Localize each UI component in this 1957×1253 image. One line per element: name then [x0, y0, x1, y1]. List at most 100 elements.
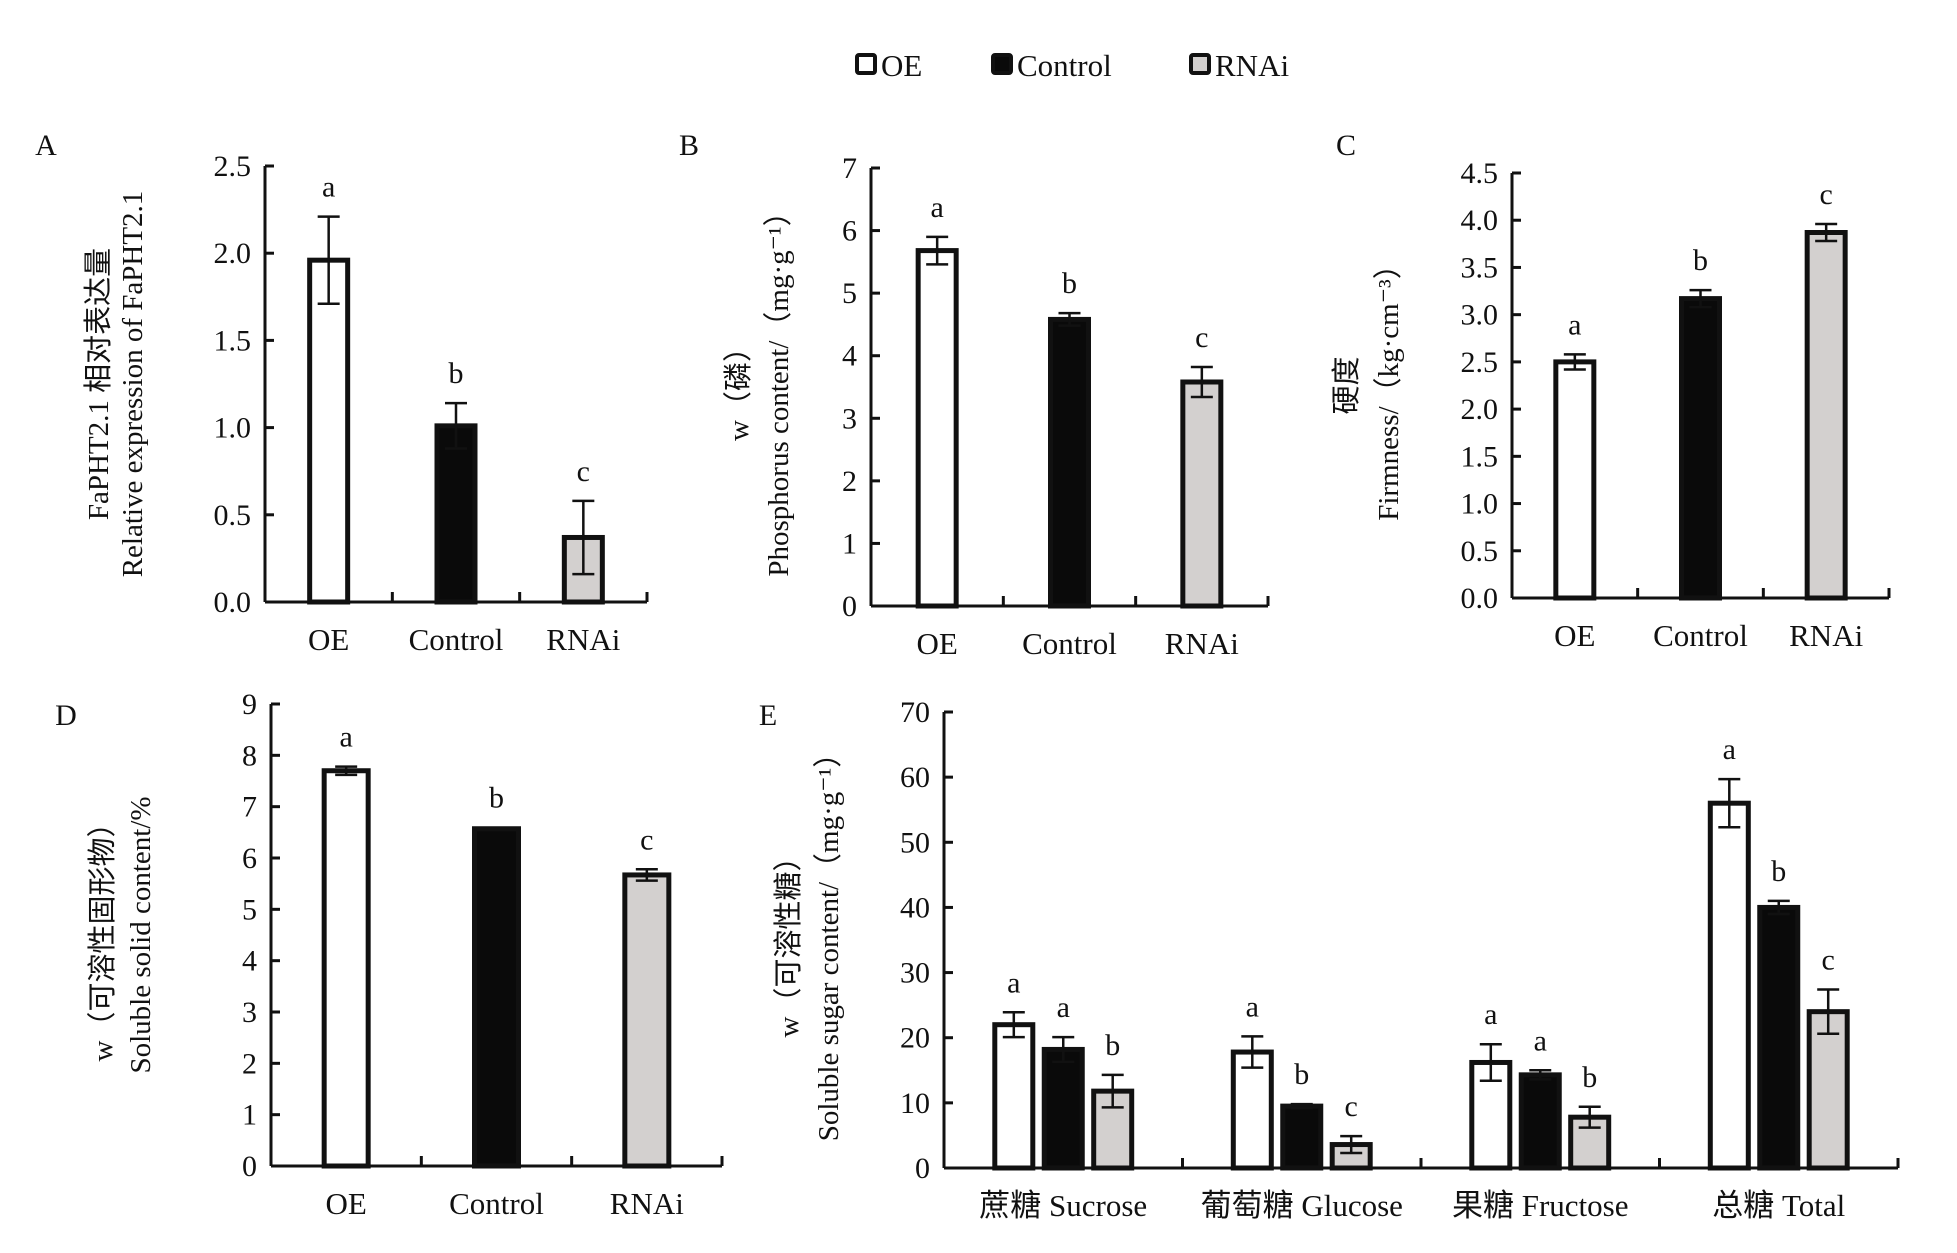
- bar-oe: [307, 257, 351, 605]
- significance-letter: b: [449, 357, 464, 390]
- bar-oe: [915, 248, 959, 609]
- legend-item-rnai: RNAi: [1189, 48, 1289, 83]
- significance-letter: c: [1195, 321, 1208, 354]
- x-tick-label: Control: [449, 1186, 544, 1221]
- y-tick-label: 5: [242, 893, 257, 926]
- x-tick-label: 葡萄糖 Glucose: [1201, 1188, 1403, 1223]
- y-tick-label: 0: [842, 590, 857, 623]
- x-tick-label: OE: [308, 622, 349, 657]
- y-tick-label: 60: [900, 761, 930, 794]
- panel-d: D 0 1 2 3 4 5 6 7 8 9 w（可溶性固形物） Soluble solid conten…: [55, 688, 724, 1221]
- significance-letter: c: [1345, 1090, 1358, 1123]
- panel-letter: A: [35, 129, 57, 162]
- x-tick-label: RNAi: [546, 622, 620, 657]
- y-tick-label: 3: [842, 402, 857, 435]
- y-tick-label: 4: [242, 945, 257, 978]
- legend: OE Control RNAi: [855, 48, 1289, 83]
- y-tick-label: 2: [842, 465, 857, 498]
- legend-label: Control: [1017, 48, 1112, 83]
- x-tick-label: OE: [1554, 618, 1595, 653]
- bar-rnai: [1180, 379, 1224, 609]
- y-axis-title-line-2: Phosphorus content/（mg·g⁻¹）: [763, 197, 795, 576]
- panel-letter: D: [55, 699, 77, 732]
- x-tick-label: Control: [1022, 626, 1117, 661]
- x-tick-label: 总糖 Total: [1712, 1188, 1845, 1223]
- y-tick-label: 1.0: [214, 412, 252, 445]
- y-tick-label: 0: [242, 1150, 257, 1183]
- y-axis-title-line-1: 硬度: [1330, 356, 1363, 414]
- significance-letter: c: [1822, 944, 1835, 977]
- y-tick-label: 0.0: [214, 586, 252, 619]
- bar-oe: [1230, 1049, 1274, 1171]
- significance-letter: c: [577, 455, 590, 488]
- x-tick-label: OE: [326, 1186, 367, 1221]
- significance-letter: c: [1820, 178, 1833, 211]
- x-tick-label: Control: [409, 622, 504, 657]
- bar-control: [1041, 1046, 1085, 1171]
- significance-letter: b: [1294, 1058, 1309, 1091]
- y-axis-title-line-1: FaPHT2.1 相对表达量: [82, 248, 115, 520]
- y-tick-label: 2.5: [1461, 346, 1499, 379]
- y-tick-label: 6: [242, 842, 257, 875]
- panel-e: E 0 10 20 30 40 50 60 70 w（可溶性糖） Soluble sugar con…: [759, 696, 1900, 1223]
- y-tick-label: 3.5: [1461, 251, 1499, 284]
- x-tick-label: RNAi: [1165, 626, 1239, 661]
- y-tick-label: 0: [915, 1152, 930, 1185]
- y-axis-title-line-2: Relative expression of FaPHT2.1: [117, 191, 149, 578]
- significance-letter: a: [1057, 991, 1070, 1024]
- y-tick-label: 2.0: [1461, 393, 1499, 426]
- y-tick-label: 4: [842, 340, 857, 373]
- y-tick-label: 50: [900, 826, 930, 859]
- y-tick-label: 1.5: [1461, 440, 1499, 473]
- bar-control: [1679, 296, 1722, 601]
- bar-rnai: [1806, 1009, 1850, 1171]
- panel-b: B 0 1 2 3 4 5 6 7 w（磷） Phosphorus content/（mg·g⁻¹）…: [679, 129, 1270, 661]
- panel-letter: E: [759, 699, 777, 732]
- significance-letter: a: [1568, 308, 1581, 341]
- panel-letter: C: [1336, 129, 1356, 162]
- y-tick-label: 4.0: [1461, 204, 1499, 237]
- significance-letter: b: [1062, 267, 1077, 300]
- y-axis-title-line-2: Firmness/（kg·cm⁻³）: [1373, 250, 1405, 521]
- y-tick-label: 8: [242, 739, 257, 772]
- significance-letter: b: [1582, 1061, 1597, 1094]
- significance-letter: c: [640, 823, 653, 856]
- bar-oe: [992, 1022, 1036, 1171]
- significance-letter: b: [1105, 1029, 1120, 1062]
- significance-letter: a: [1723, 733, 1736, 766]
- y-tick-label: 0.0: [1461, 582, 1499, 615]
- y-tick-label: 6: [842, 215, 857, 248]
- legend-swatch-oe: [855, 53, 877, 75]
- significance-letter: b: [489, 782, 504, 815]
- significance-letter: a: [1484, 998, 1497, 1031]
- bar-control: [1518, 1072, 1562, 1171]
- x-tick-label: Control: [1653, 618, 1748, 653]
- y-tick-label: 5: [842, 277, 857, 310]
- significance-letter: a: [931, 191, 944, 224]
- bar-rnai: [1091, 1088, 1135, 1171]
- y-tick-label: 20: [900, 1022, 930, 1055]
- y-tick-label: 3: [242, 996, 257, 1029]
- significance-letter: a: [1007, 966, 1020, 999]
- bar-oe: [321, 768, 371, 1169]
- x-tick-label: RNAi: [1789, 618, 1863, 653]
- legend-label: OE: [881, 48, 922, 83]
- y-tick-label: 0.5: [214, 499, 252, 532]
- bar-control: [1048, 316, 1091, 609]
- y-axis-title-line-1: w（磷）: [722, 333, 755, 441]
- y-tick-label: 1: [242, 1099, 257, 1132]
- y-tick-label: 4.5: [1461, 157, 1499, 190]
- bar-oe: [1553, 359, 1597, 601]
- y-tick-label: 10: [900, 1087, 930, 1120]
- x-tick-label: 蔗糖 Sucrose: [979, 1188, 1147, 1223]
- significance-letter: a: [322, 171, 335, 204]
- bar-oe: [1707, 800, 1751, 1171]
- legend-swatch-control: [991, 53, 1013, 75]
- y-tick-label: 9: [242, 688, 257, 721]
- bar-rnai: [1804, 230, 1848, 601]
- panel-letter: B: [679, 129, 699, 162]
- y-tick-label: 40: [900, 891, 930, 924]
- y-tick-label: 3.0: [1461, 299, 1499, 332]
- y-axis-title-line-1: w（可溶性糖）: [772, 843, 805, 1038]
